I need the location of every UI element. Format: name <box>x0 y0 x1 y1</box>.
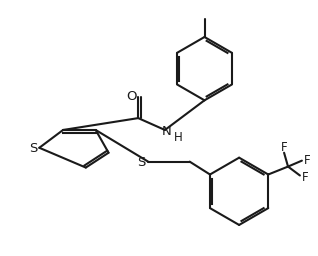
Text: S: S <box>29 142 38 155</box>
Text: F: F <box>303 154 310 167</box>
Text: H: H <box>174 131 183 144</box>
Text: N: N <box>162 125 172 138</box>
Text: O: O <box>126 90 136 103</box>
Text: S: S <box>137 156 145 169</box>
Text: F: F <box>281 141 287 154</box>
Text: F: F <box>301 171 308 184</box>
